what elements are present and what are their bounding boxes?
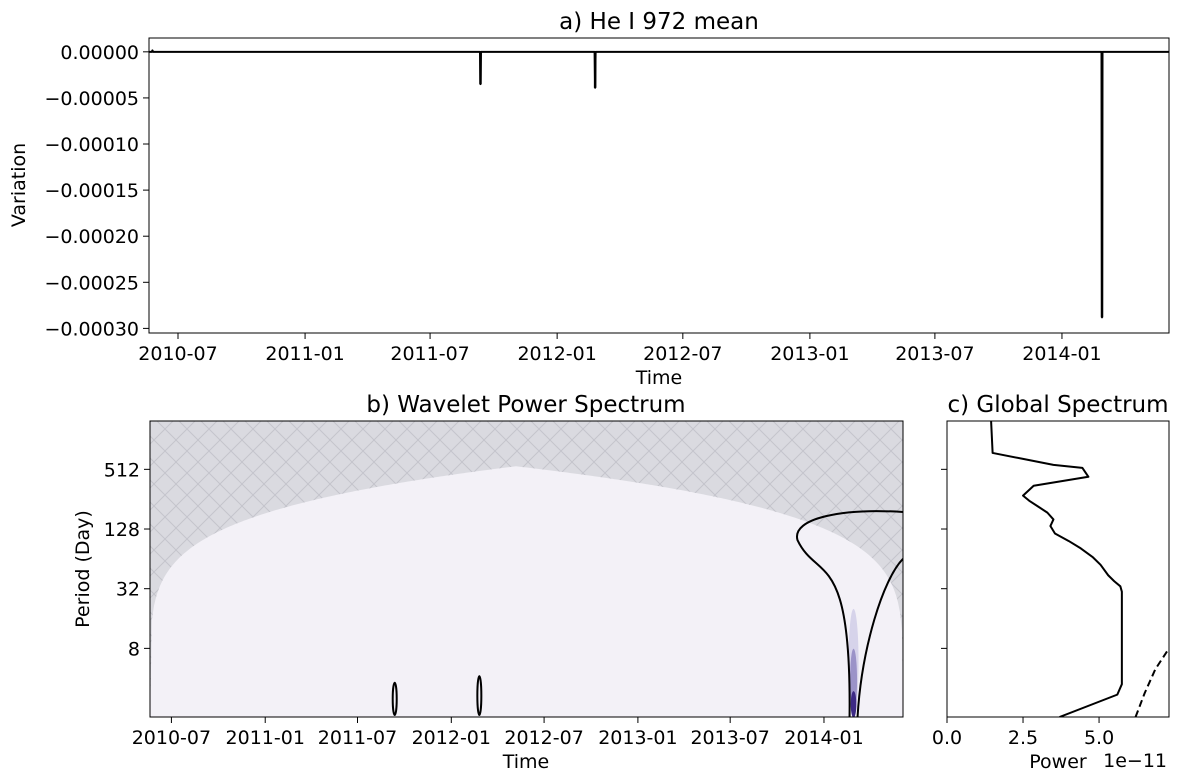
y-tick-label: 8 xyxy=(128,638,140,660)
panel-a-title: a) He I 972 mean xyxy=(559,9,759,35)
panel-a-y-axis-title: Variation xyxy=(8,143,30,227)
panel-b-frame xyxy=(149,420,904,718)
x-tick-label: 2012-07 xyxy=(643,343,722,365)
x-tick-label: 2011-01 xyxy=(226,727,305,749)
x-tick-label: 2013-07 xyxy=(690,727,769,749)
significance-contour-inner xyxy=(856,558,903,717)
significance-contour-outer xyxy=(796,510,903,717)
series-line-variation xyxy=(149,49,1169,319)
panel-c-title: c) Global Spectrum xyxy=(947,392,1168,418)
panel-c-x-axis-title: Power xyxy=(1029,751,1087,773)
x-tick-label: 2013-01 xyxy=(598,727,677,749)
y-tick-label: −0.00020 xyxy=(45,226,140,248)
x-tick-label: 5.0 xyxy=(1084,727,1114,749)
y-tick-label: 32 xyxy=(116,579,140,601)
panel-c-global-spectrum: c) Global Spectrum 0.0 2.5 5.0 Power 1e−11 xyxy=(932,392,1170,773)
x-tick-label: 2012-07 xyxy=(504,727,583,749)
panel-b-x-axis-title: Time xyxy=(502,751,550,773)
significance-contour-event xyxy=(391,681,398,717)
y-tick-label: −0.00025 xyxy=(45,272,140,294)
y-tick-label: 0.00000 xyxy=(60,42,139,64)
panel-c-frame xyxy=(946,420,1170,718)
x-tick-label: 2013-07 xyxy=(895,343,974,365)
x-tick-label: 2014-01 xyxy=(1022,343,1101,365)
x-tick-label: 0.0 xyxy=(932,727,962,749)
y-tick-label: 128 xyxy=(104,519,140,541)
x-tick-label: 2010-07 xyxy=(132,727,211,749)
y-tick-label: −0.00010 xyxy=(45,134,140,156)
panel-a-x-axis-title: Time xyxy=(635,367,683,389)
x-tick-label: 2010-07 xyxy=(138,343,217,365)
series-line-significance xyxy=(1134,647,1169,717)
panel-b-y-axis-title: Period (Day) xyxy=(72,510,94,628)
x-tick-label: 2.5 xyxy=(1008,727,1038,749)
y-tick-label: −0.00030 xyxy=(45,318,140,340)
x-tick-label: 2014-01 xyxy=(784,727,863,749)
power-peak xyxy=(850,691,857,717)
panel-a-frame xyxy=(148,37,1170,334)
x-tick-label: 2012-01 xyxy=(517,343,596,365)
x-tick-label: 2011-07 xyxy=(318,727,397,749)
panel-c-offset-text: 1e−11 xyxy=(1103,750,1167,772)
y-tick-label: 512 xyxy=(104,459,140,481)
panel-b-title: b) Wavelet Power Spectrum xyxy=(366,392,685,418)
y-tick-label: −0.00015 xyxy=(45,180,140,202)
panel-b-wavelet: b) Wavelet Power Spectrum 2010-07 2011-01… xyxy=(72,392,904,773)
series-line-global-power xyxy=(990,421,1123,717)
x-tick-label: 2011-07 xyxy=(390,343,469,365)
y-tick-label: −0.00005 xyxy=(45,88,140,110)
x-tick-label: 2012-01 xyxy=(412,727,491,749)
x-tick-label: 2011-01 xyxy=(265,343,344,365)
cone-of-influence-hatch xyxy=(150,421,903,717)
panel-a-timeseries: a) He I 972 mean 2010-07 2011-01 2011-07 20… xyxy=(8,9,1170,389)
significance-contour-event xyxy=(476,675,483,717)
x-tick-label: 2013-01 xyxy=(770,343,849,365)
